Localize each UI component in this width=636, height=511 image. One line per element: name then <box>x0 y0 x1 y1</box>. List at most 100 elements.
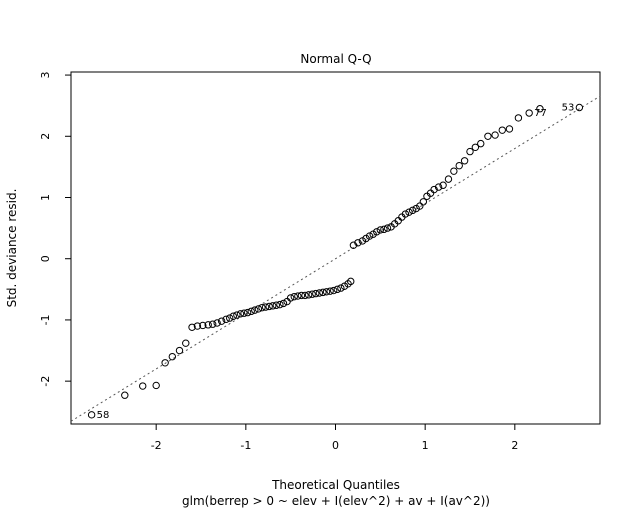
plot-frame <box>70 71 601 425</box>
data-point <box>319 288 327 297</box>
data-point <box>416 202 424 210</box>
data-point <box>419 198 428 206</box>
data-point <box>269 302 277 310</box>
data-point <box>208 320 217 328</box>
data-point <box>430 185 438 194</box>
data-point <box>193 322 202 330</box>
data-point <box>477 139 485 148</box>
data-point <box>349 241 358 249</box>
point-label: 77 <box>534 108 547 119</box>
data-point <box>236 310 245 318</box>
plot-title: Normal Q-Q <box>300 52 371 66</box>
data-point <box>240 309 248 317</box>
data-point <box>444 175 453 183</box>
data-point <box>460 157 469 165</box>
x-tick-label: -2 <box>151 439 162 452</box>
data-point <box>258 303 266 312</box>
data-point <box>251 306 259 314</box>
data-point <box>265 302 273 311</box>
point-label: 53 <box>562 103 575 114</box>
data-point <box>168 352 177 361</box>
data-point <box>498 126 506 134</box>
data-point <box>226 314 234 322</box>
point-label: 58 <box>97 410 110 421</box>
data-point <box>272 301 281 309</box>
x-axis: -2 -1 0 1 2 <box>151 424 518 452</box>
data-points <box>87 103 584 419</box>
data-point <box>333 285 341 294</box>
data-point <box>401 210 410 218</box>
data-point <box>276 300 284 309</box>
data-point <box>439 181 447 189</box>
data-point <box>471 143 480 151</box>
data-point <box>290 292 298 301</box>
y-tick-label: 1 <box>39 194 52 201</box>
data-point <box>491 131 499 139</box>
data-point <box>383 224 392 232</box>
y-tick-label: 3 <box>39 72 52 79</box>
data-point <box>261 303 270 311</box>
data-point <box>213 319 221 327</box>
data-point <box>466 147 474 156</box>
data-point <box>139 382 147 390</box>
data-point <box>304 291 313 299</box>
data-point <box>373 228 381 236</box>
data-point <box>152 381 160 390</box>
data-point <box>233 311 241 319</box>
y-axis-title: Std. deviance resid. <box>5 189 19 308</box>
point-labels: 58 77 53 <box>97 103 575 421</box>
data-point <box>505 125 514 133</box>
data-point <box>121 391 129 399</box>
data-point <box>294 292 302 300</box>
data-point <box>484 132 492 140</box>
y-tick-label: -1 <box>39 314 52 325</box>
data-point <box>279 299 288 308</box>
data-point <box>408 206 417 215</box>
data-point <box>376 226 385 234</box>
data-point <box>536 105 544 113</box>
x-axis-title: Theoretical Quantiles <box>271 478 400 492</box>
data-point <box>330 286 338 295</box>
data-point <box>247 307 255 316</box>
data-point <box>354 239 362 247</box>
data-point <box>365 232 374 240</box>
data-point <box>315 289 324 297</box>
y-tick-label: 2 <box>39 133 52 140</box>
y-tick-label: -2 <box>39 376 52 387</box>
data-point <box>254 305 263 313</box>
data-point <box>380 225 388 234</box>
data-point <box>217 317 226 325</box>
data-point <box>243 308 252 317</box>
data-point <box>175 346 184 355</box>
data-point <box>575 103 584 112</box>
data-point <box>87 411 96 419</box>
x-tick-label: 2 <box>511 439 518 452</box>
data-point <box>182 339 190 347</box>
y-axis: -2 -1 0 1 2 3 <box>39 72 71 387</box>
data-point <box>347 277 355 286</box>
data-point <box>301 291 309 300</box>
data-point <box>229 312 237 320</box>
data-point <box>286 294 295 302</box>
x-tick-label: 0 <box>332 439 339 452</box>
y-tick-label: 0 <box>39 255 52 262</box>
data-point <box>514 114 523 122</box>
data-point <box>450 167 458 175</box>
data-point <box>204 321 212 329</box>
data-point <box>308 290 316 298</box>
data-point <box>322 288 331 296</box>
x-tick-label: -1 <box>240 439 251 452</box>
data-point <box>188 323 196 331</box>
data-point <box>199 321 207 330</box>
data-point <box>405 208 413 216</box>
data-point <box>455 161 463 170</box>
x-tick-label: 1 <box>422 439 429 452</box>
data-point <box>434 183 443 191</box>
data-point <box>222 315 230 324</box>
reference-line <box>70 95 601 422</box>
data-point <box>326 287 334 295</box>
data-point <box>161 359 169 367</box>
data-point <box>312 289 320 298</box>
data-point <box>297 291 306 300</box>
